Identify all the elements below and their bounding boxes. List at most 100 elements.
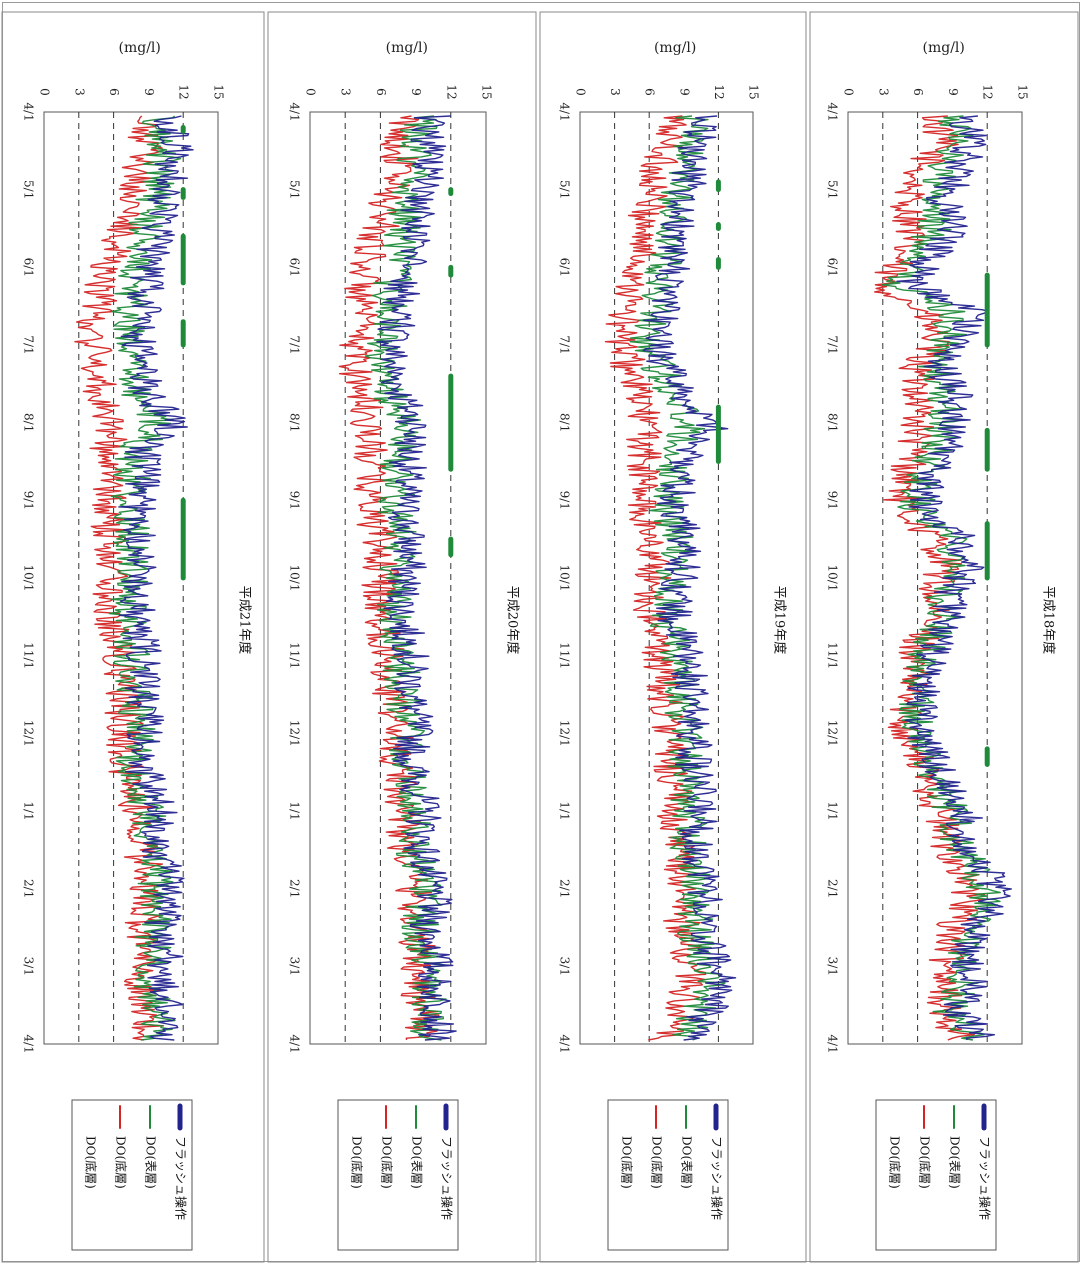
x-tick-label: 9/1 [826,491,840,510]
chart-panel-1: 0 3 6 9 12 15 (mg/l) 4/1 5/1 6/1 7/1 8/1 9/1 10/1 11/1… [809,11,1079,1263]
y-tick-label: 9 [409,88,423,96]
y-tick-label: 12 [444,84,458,99]
x-tick-label: 4/1 [22,1034,36,1053]
x-tick-label: 9/1 [558,491,572,510]
x-tick-label: 5/1 [288,180,302,199]
y-axis-label: (mg/l) [923,40,965,56]
x-tick-label: 6/1 [288,258,302,277]
chart-title: 平成20年度 [505,586,521,655]
y-tick-label: 3 [608,88,622,96]
series-line-1 [376,115,457,1041]
x-tick-label: 10/1 [826,565,840,592]
legend-box [71,1099,193,1251]
legend-label: DO(底層) [380,1136,395,1189]
x-tick-label: 7/1 [558,335,572,354]
series-line-1 [896,115,1012,1041]
x-tick-label: 5/1 [558,180,572,199]
y-tick-label: 9 [142,88,156,96]
series-line-2 [629,115,726,1041]
y-tick-label: 9 [946,88,960,96]
x-tick-label: 10/1 [22,565,36,592]
x-tick-label: 7/1 [826,335,840,354]
x-tick-label: 2/1 [558,879,572,898]
x-tick-label: 7/1 [288,335,302,354]
y-tick-label: 15 [212,84,226,99]
chart-panel-4: 0 3 6 9 12 15 (mg/l) 4/1 5/1 6/1 7/1 8/1 9/1 10/1 11/1… [1,11,265,1263]
x-tick-label: 4/1 [558,102,572,121]
legend-label: DO(底層) [114,1136,129,1189]
x-tick-label: 11/1 [288,642,302,669]
y-tick-label: 6 [643,88,657,96]
y-tick-label: 15 [747,84,761,99]
x-tick-label: 12/1 [288,720,302,747]
x-tick-label: 12/1 [558,720,572,747]
chart-panel-3: 0 3 6 9 12 15 (mg/l) 4/1 5/1 6/1 7/1 8/1 9/1 10/1 11/1… [267,11,537,1263]
legend-label: フラッシュ操作 [710,1136,725,1220]
x-tick-label: 4/1 [558,1034,572,1053]
chart-title: 平成19年度 [772,586,788,655]
y-tick-label: 6 [107,88,121,96]
legend-label: DO(底層) [84,1136,99,1189]
x-tick-label: 3/1 [558,957,572,976]
series-line-1 [118,115,194,1041]
x-tick-label: 1/1 [826,801,840,820]
x-tick-label: 11/1 [558,642,572,669]
series-line-1 [642,115,737,1041]
series-line-2 [881,115,1001,1041]
legend-label: DO(底層) [650,1136,665,1189]
legend-label: DO(底層) [888,1136,903,1189]
x-tick-label: 5/1 [826,180,840,199]
x-tick-label: 9/1 [22,491,36,510]
legend-label: DO(表層) [680,1136,694,1189]
x-tick-label: 1/1 [288,801,302,820]
x-tick-label: 9/1 [288,491,302,510]
y-tick-label: 0 [574,88,588,96]
x-tick-label: 4/1 [288,1034,302,1053]
legend-box [337,1099,459,1251]
y-tick-label: 12 [712,84,726,99]
y-tick-label: 15 [480,84,494,99]
plot-area [43,111,219,1045]
x-tick-label: 12/1 [22,720,36,747]
y-tick-label: 6 [374,88,388,96]
y-tick-label: 3 [876,88,890,96]
y-tick-label: 9 [677,88,691,96]
legend-label: フラッシュ操作 [978,1136,993,1220]
x-tick-label: 5/1 [22,180,36,199]
x-tick-label: 4/1 [288,102,302,121]
x-tick-label: 4/1 [22,102,36,121]
chart-panel-2: 0 3 6 9 12 15 (mg/l) 4/1 5/1 6/1 7/1 8/1 9/1 10/1 11/1… [539,11,807,1263]
y-tick-label: 0 [38,88,52,96]
y-axis-label: (mg/l) [654,40,696,56]
legend-label: DO(底層) [620,1136,635,1189]
legend-label: DO(底層) [350,1136,365,1189]
legend-label: DO(底層) [918,1136,933,1189]
legend-label: DO(表層) [948,1136,962,1189]
x-tick-label: 8/1 [288,413,302,432]
x-tick-label: 3/1 [288,957,302,976]
y-axis-label: (mg/l) [386,40,428,56]
x-tick-label: 11/1 [22,642,36,669]
y-tick-label: 0 [304,88,318,96]
y-tick-label: 12 [981,84,995,99]
legend-label: フラッシュ操作 [174,1136,189,1220]
x-tick-label: 6/1 [558,258,572,277]
plot-area [309,111,487,1045]
legend-label: フラッシュ操作 [440,1136,455,1220]
panel-frame [809,11,1079,1263]
legend-box [607,1099,729,1251]
chart-title: 平成18年度 [1041,586,1057,655]
x-tick-label: 8/1 [22,413,36,432]
x-tick-label: 12/1 [826,720,840,747]
x-tick-label: 1/1 [22,801,36,820]
x-tick-label: 3/1 [22,957,36,976]
x-tick-label: 10/1 [288,565,302,592]
x-tick-label: 7/1 [22,335,36,354]
x-tick-label: 11/1 [826,642,840,669]
chart-title: 平成21年度 [237,586,253,655]
y-tick-label: 15 [1016,84,1030,99]
legend-box [875,1099,997,1251]
x-tick-label: 1/1 [558,801,572,820]
x-tick-label: 10/1 [558,565,572,592]
